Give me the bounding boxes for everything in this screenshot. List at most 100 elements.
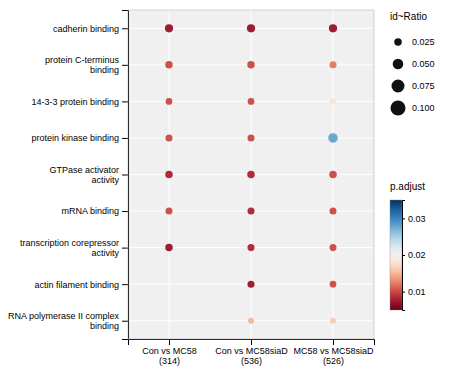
dot (247, 281, 254, 288)
tick-label-line: protein C-terminus (45, 55, 120, 65)
tick: actin filament binding (34, 280, 128, 290)
dot (165, 244, 173, 252)
dot (329, 61, 336, 68)
tick-label-line: activity (91, 175, 119, 185)
tick-label: RNA polymerase II complexbinding (8, 311, 120, 331)
tick-label-line: cadherin binding (53, 24, 119, 34)
tick-mark (333, 339, 334, 345)
color-bar-axis: 0.01 0.02 0.03 (402, 201, 426, 311)
axis-line (122, 11, 129, 340)
tick-label-line: (314) (159, 356, 180, 366)
tick-mark (122, 28, 128, 29)
tick-label-line: RNA polymerase II complex (8, 311, 120, 321)
tick-label: actin filament binding (34, 280, 119, 290)
dot (248, 318, 254, 324)
dot (166, 98, 173, 105)
dot (329, 24, 337, 32)
tick-label-line: transcription corepressor (20, 238, 119, 248)
tick-mark (122, 175, 128, 176)
color-bar-ramp (390, 200, 402, 310)
tick-label-line: mRNA binding (61, 206, 119, 216)
y-axis: cadherin bindingprotein C-terminusbindin… (8, 11, 129, 340)
tick-label-line: MC58 vs MC58siaD (293, 346, 374, 356)
tick-mark (122, 65, 128, 66)
tick-mark (122, 138, 128, 139)
tick-label-line: protein kinase binding (31, 133, 119, 143)
tick-label: 0.03 (408, 214, 426, 224)
color-bar-title: p.adjust (390, 181, 425, 192)
legend-dot (392, 80, 405, 93)
tick-mark (122, 248, 128, 249)
tick: Con vs MC58siaD(536) (215, 339, 288, 366)
dot (247, 244, 254, 251)
tick-mark (402, 292, 405, 293)
legend-label: 0.050 (412, 59, 435, 69)
dot (165, 24, 173, 32)
tick: 0.03 (402, 214, 426, 224)
tick: Con vs MC58(314) (142, 339, 197, 366)
dot (165, 134, 172, 141)
dots (165, 24, 338, 324)
tick-mark (122, 211, 128, 212)
dot (330, 318, 336, 324)
tick: mRNA binding (61, 206, 128, 216)
legend-dot (391, 101, 406, 116)
grid (128, 10, 374, 339)
legend-dot (394, 38, 402, 46)
tick-label-line: Con vs MC58siaD (215, 346, 288, 356)
tick: 0.02 (402, 250, 426, 260)
dot (165, 208, 172, 215)
legend-label: 0.100 (412, 103, 435, 113)
dot (329, 171, 337, 179)
tick-label-line: binding (90, 321, 119, 331)
tick: protein kinase binding (31, 133, 128, 143)
dot (248, 98, 255, 105)
plot-frame (128, 10, 374, 339)
color-bar: p.adjust 0.01 0.02 0.03 (390, 181, 426, 311)
dot (247, 134, 254, 141)
tick: 0.01 (402, 287, 426, 297)
dot (165, 171, 173, 179)
dot (247, 61, 255, 69)
tick: transcription corepressoractivity (20, 238, 128, 258)
dot (328, 133, 337, 142)
tick: cadherin binding (53, 24, 128, 34)
chart: Con vs MC58(314)Con vs MC58siaD(536)MC58… (0, 0, 474, 379)
tick-mark (122, 284, 128, 285)
tick-label: transcription corepressoractivity (20, 238, 120, 258)
tick-label: mRNA binding (61, 206, 119, 216)
tick-mark (402, 255, 405, 256)
dot (165, 61, 173, 69)
legend-dot (393, 59, 404, 70)
tick-label: Con vs MC58(314) (142, 346, 197, 366)
tick: protein C-terminusbinding (45, 55, 128, 75)
dot (330, 281, 337, 288)
dot (247, 24, 255, 32)
tick-label-line: (526) (323, 356, 344, 366)
tick-label-line: GTPase activator (49, 165, 119, 175)
dot (329, 244, 336, 251)
tick-label: 0.01 (408, 287, 426, 297)
axis-line (129, 340, 375, 346)
plot-background (128, 10, 374, 339)
tick-mark (122, 321, 128, 322)
tick-label-line: 14-3-3 protein binding (31, 97, 119, 107)
tick-mark (251, 339, 252, 345)
tick: MC58 vs MC58siaD(526) (293, 339, 374, 366)
tick-label: protein kinase binding (31, 133, 119, 143)
axis-line (403, 201, 406, 311)
dot (329, 208, 336, 215)
tick-label: 14-3-3 protein binding (31, 97, 119, 107)
tick-label: cadherin binding (53, 24, 119, 34)
tick: 14-3-3 protein binding (31, 97, 128, 107)
tick-label-line: actin filament binding (34, 280, 119, 290)
tick-mark (122, 101, 128, 102)
legend-label: 0.025 (412, 37, 435, 47)
tick-label-line: (536) (241, 356, 262, 366)
x-axis: Con vs MC58(314)Con vs MC58siaD(536)MC58… (129, 339, 375, 366)
tick-label: MC58 vs MC58siaD(526) (293, 346, 374, 366)
tick-label-line: binding (90, 65, 119, 75)
size-legend: id~Ratio0.0250.0500.0750.100 (390, 11, 435, 116)
tick: GTPase activatoractivity (49, 165, 128, 185)
tick-label: Con vs MC58siaD(536) (215, 346, 288, 366)
